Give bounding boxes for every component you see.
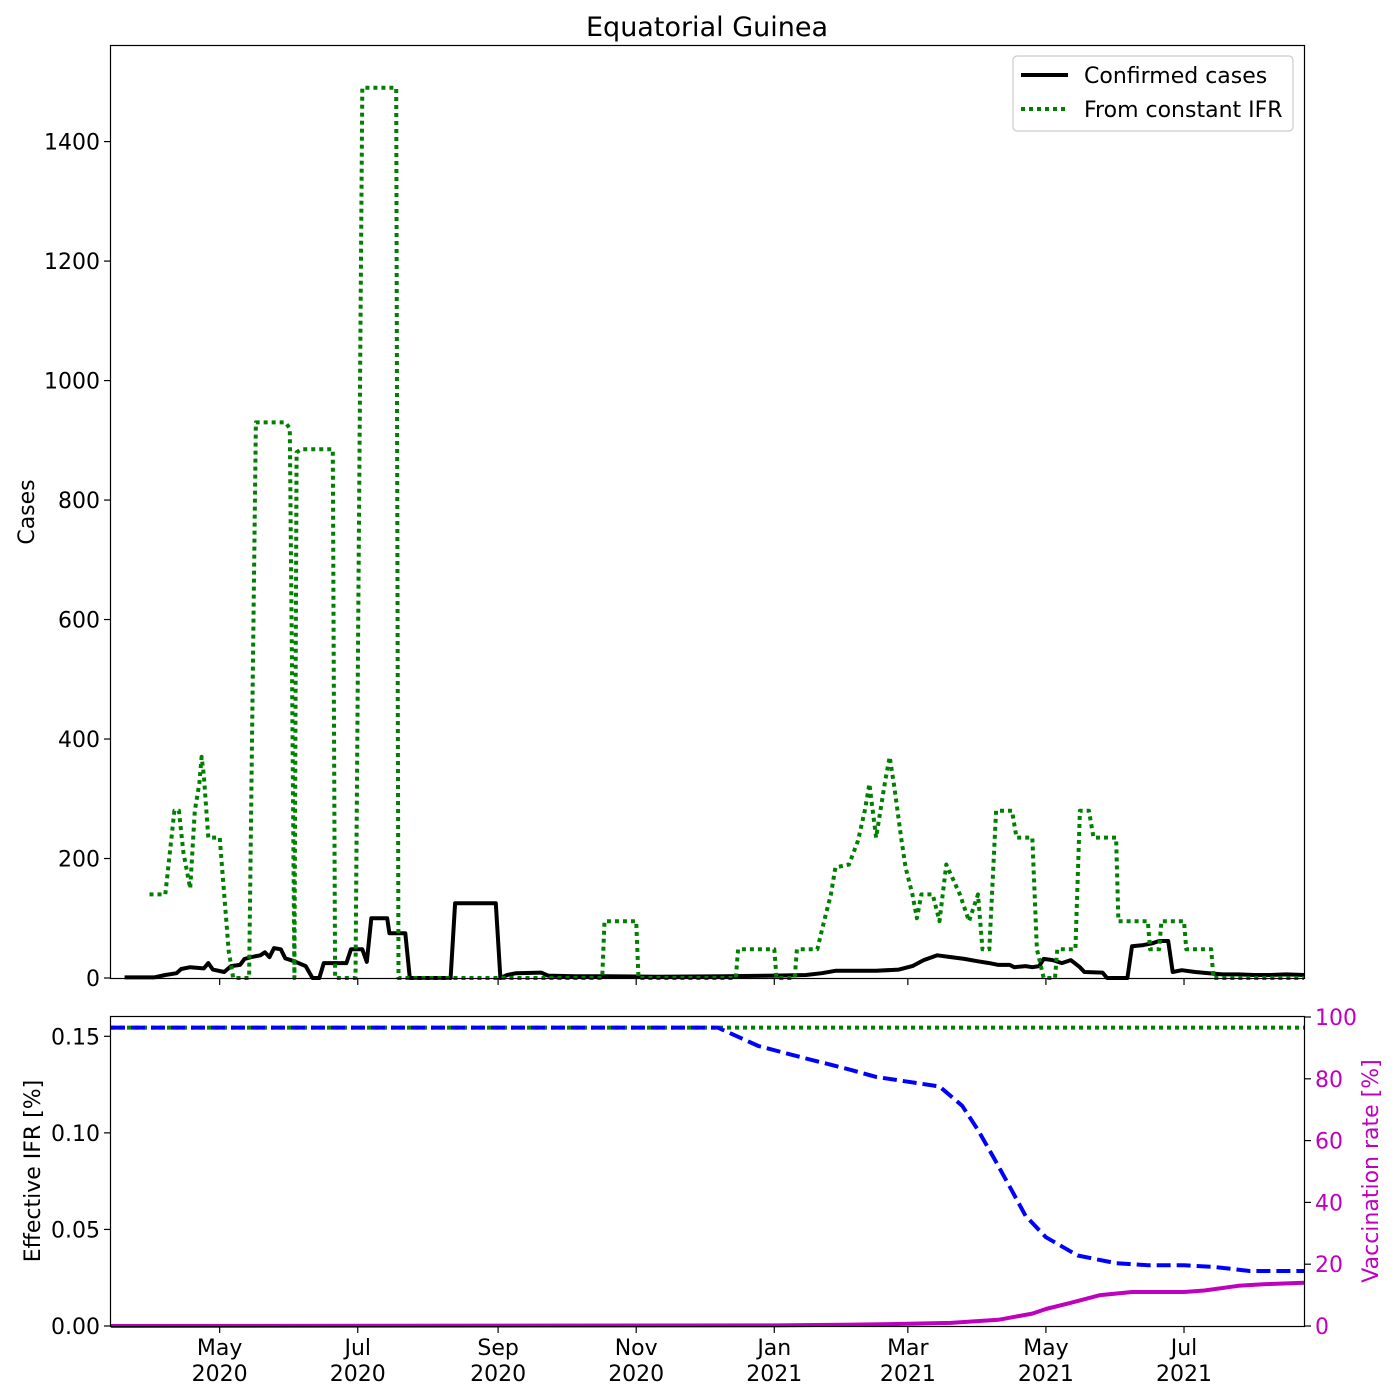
- effective-ifr-line: [111, 1025, 1304, 1273]
- ifr-y-axis-label: Effective IFR [%]: [21, 1080, 46, 1262]
- x-tick-label-year: 2020: [330, 1362, 386, 1387]
- cases-y-tick-label: 400: [58, 728, 100, 753]
- cases-y-tick-label: 200: [58, 848, 100, 873]
- x-tick-label-year: 2021: [880, 1362, 936, 1387]
- x-tick-label-year: 2020: [608, 1362, 664, 1387]
- vaccination-y-ticks: 0 20 40 60 80 100: [1304, 1006, 1357, 1340]
- vaccination-y-tick-label: 0: [1315, 1315, 1329, 1340]
- cases-y-axis-label: Cases: [15, 479, 40, 544]
- ifr-y-tick-label: 0.15: [51, 1025, 100, 1050]
- cases-y-tick-label: 1000: [44, 370, 100, 395]
- legend-box: [1012, 55, 1294, 132]
- vaccination-y-tick-label: 80: [1315, 1068, 1343, 1093]
- legend: Confirmed cases From constant IFR: [1012, 55, 1294, 132]
- x-tick-label-year: 2021: [1018, 1362, 1074, 1387]
- x-tick-label-month: Jul: [342, 1336, 371, 1361]
- x-tick-label-month: Nov: [615, 1336, 658, 1361]
- cases-y-tick-label: 800: [58, 489, 100, 514]
- cases-y-tick-label: 600: [58, 609, 100, 634]
- legend-label-constant-ifr: From constant IFR: [1084, 98, 1283, 123]
- ifr-plot-frame: [109, 1015, 1306, 1328]
- ifr-plot: [110, 1025, 1305, 1328]
- vaccination-y-tick-label: 100: [1315, 1006, 1357, 1031]
- cases-y-tick-label: 1400: [44, 131, 100, 156]
- x-tick-label-month: May: [197, 1336, 242, 1361]
- vaccination-rate-line: [110, 1280, 1305, 1328]
- x-tick-label-month: Jan: [755, 1336, 791, 1361]
- series-from-constant-ifr: [149, 85, 1304, 980]
- ifr-y-tick-label: 0.00: [51, 1315, 100, 1340]
- vaccination-y-axis-label: Vaccination rate [%]: [1359, 1059, 1384, 1282]
- series-confirmed-cases: [124, 901, 1305, 980]
- x-tick-label-month: Mar: [887, 1336, 929, 1361]
- cases-plot: [124, 85, 1305, 980]
- x-tick-label-year: 2020: [192, 1362, 248, 1387]
- x-tick-label-year: 2020: [470, 1362, 526, 1387]
- x-tick-label-year: 2021: [1156, 1362, 1212, 1387]
- vaccination-y-tick-label: 60: [1315, 1130, 1343, 1155]
- ifr-y-ticks: 0.00 0.05 0.10 0.15: [51, 1025, 111, 1340]
- vaccination-y-tick-label: 40: [1315, 1191, 1343, 1216]
- x-tick-label-month: Jul: [1169, 1336, 1198, 1361]
- x-ticks: May2020Jul2020Sep2020Nov2020Jan2021Mar20…: [192, 978, 1212, 1387]
- legend-label-confirmed: Confirmed cases: [1084, 64, 1267, 89]
- ifr-y-tick-label: 0.10: [51, 1122, 100, 1147]
- cases-plot-frame: [109, 44, 1306, 980]
- x-tick-label-month: May: [1023, 1336, 1068, 1361]
- x-tick-label-month: Sep: [477, 1336, 518, 1361]
- cases-y-tick-label: 0: [86, 967, 100, 992]
- chart-title: Equatorial Guinea: [586, 12, 828, 43]
- cases-y-ticks: 0 200 400 600 800 1000 1200 1400: [44, 131, 111, 992]
- cases-y-tick-label: 1200: [44, 250, 100, 275]
- x-tick-label-year: 2021: [746, 1362, 802, 1387]
- vaccination-y-tick-label: 20: [1315, 1253, 1343, 1278]
- ifr-y-tick-label: 0.05: [51, 1218, 100, 1243]
